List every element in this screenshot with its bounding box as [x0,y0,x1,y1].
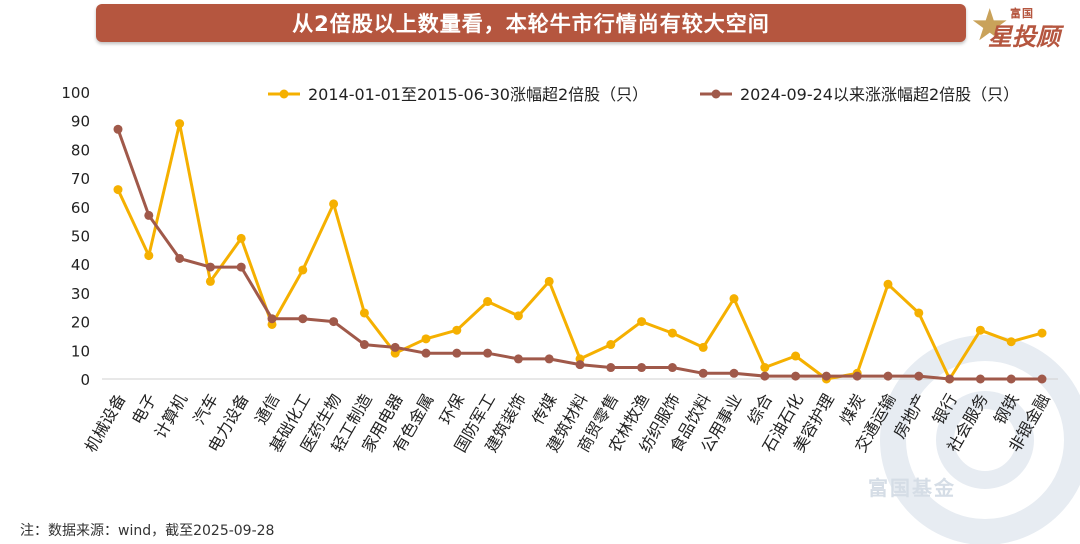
y-tick-label: 10 [71,342,90,360]
series-layer [113,119,1047,384]
title-banner: 从2倍股以上数量看，本轮牛市行情尚有较大空间 [96,4,966,42]
series-2-point [1037,374,1047,384]
series-1-point [421,334,431,344]
y-tick-label: 30 [71,285,90,303]
series-2-point [821,371,831,381]
x-tick-label: 机械设备 [81,391,129,456]
series-1-point [452,325,462,335]
logo-top-text: 富国 [1010,7,1034,20]
y-tick-label: 80 [71,141,90,159]
legend-label: 2024-09-24以来涨涨幅超2倍股（只） [740,85,1019,104]
series-1-point [1006,337,1016,347]
y-tick-label: 70 [71,170,90,188]
watermark-graphic [880,335,1080,544]
legend: 2014-01-01至2015-06-30涨幅超2倍股（只） 2024-09-24… [268,85,1019,104]
series-2-point [267,314,277,324]
series-2-point [760,371,770,381]
series-2-point [729,368,739,378]
series-1-point [637,317,647,327]
series-2-point [452,348,462,358]
series-1-point [329,199,339,209]
y-tick-label: 100 [61,84,90,102]
series-2-point [329,317,339,327]
series-2-point [1006,374,1016,384]
series-1-point [698,342,708,352]
x-axis-labels: 机械设备电子计算机汽车电力设备通信基础化工医药生物轻工制造家用电器有色金属环保国… [81,390,1053,455]
series-1-point [483,297,493,307]
series-2-point [544,354,554,364]
series-2-point [575,360,585,370]
series-2-point [606,363,616,373]
chart-title: 从2倍股以上数量看，本轮牛市行情尚有较大空间 [292,12,770,36]
series-1-point [729,294,739,304]
legend-swatch-marker [279,89,289,99]
y-axis: 0 10 20 30 40 50 60 70 80 90 100 [61,84,90,389]
series-2-point [113,124,123,134]
series-1-point [298,265,308,275]
series-1-point [513,311,523,321]
y-tick-label: 0 [80,371,90,389]
series-1-point [113,185,123,195]
y-tick-label: 40 [71,256,90,274]
series-2-point [359,340,369,350]
series-2-point [421,348,431,358]
series-1-point [883,279,893,289]
series-2-point [175,253,185,263]
brand-logo: ★ 富国 星投顾 [968,0,1078,52]
series-1-point [175,119,185,129]
series-1-point [1037,328,1047,338]
series-1-point [205,276,215,286]
legend-label: 2014-01-01至2015-06-30涨幅超2倍股（只） [308,85,648,104]
series-1-point [359,308,369,318]
series-2-point [667,363,677,373]
series-1-point [975,325,985,335]
series-1-point [914,308,924,318]
series-1-point [760,363,770,373]
series-1-point [606,340,616,350]
series-2-point [975,374,985,384]
series-1-point [236,233,246,243]
series-2-point [483,348,493,358]
watermark-text: 富国基金 [868,476,956,500]
series-2-point [298,314,308,324]
series-1-point [667,328,677,338]
star-icon: ★ [970,0,1010,51]
series-2-point [945,374,955,384]
legend-swatch-marker [711,89,721,99]
series-2-point [914,371,924,381]
logo-main-text: 星投顾 [988,23,1060,51]
series-1-point [791,351,801,361]
y-tick-label: 20 [71,314,90,332]
series-line-1 [116,122,1043,381]
series-1-point [144,251,154,261]
series-2-point [791,371,801,381]
y-tick-label: 60 [71,199,90,217]
series-2-point [637,363,647,373]
series-2-point [236,262,246,272]
y-tick-label: 90 [71,113,90,131]
series-2-point [205,262,215,272]
series-1-point [544,276,554,286]
series-2-point [513,354,523,364]
series-2-point [883,371,893,381]
y-tick-label: 50 [71,228,90,246]
series-2-point [390,342,400,352]
series-2-point [698,368,708,378]
series-2-point [144,210,154,220]
series-2-point [852,371,862,381]
series-line-2 [116,128,1042,381]
footnote: 注：数据来源：wind，截至2025-09-28 [20,523,275,539]
